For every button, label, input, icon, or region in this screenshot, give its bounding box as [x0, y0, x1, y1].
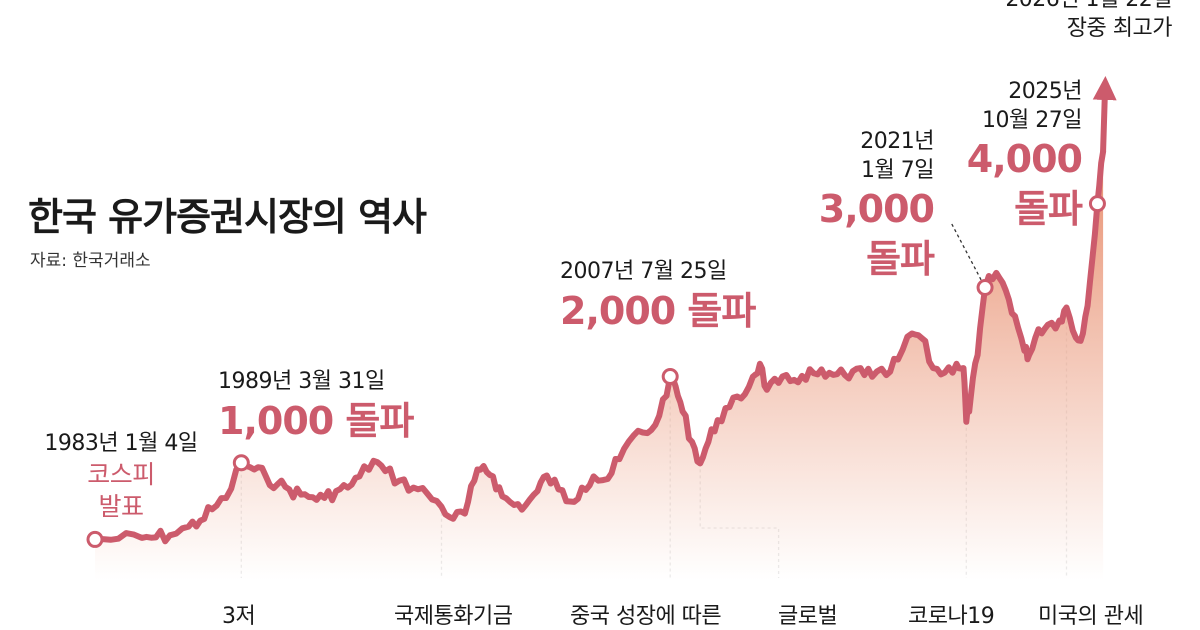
- annotation-4000-date2: 10월 27일: [982, 107, 1082, 133]
- annotation-1000-date: 1989년 3월 31일: [218, 369, 385, 394]
- milestone-marker-launch: [86, 530, 104, 548]
- annotation-launch-line1: 코스피: [87, 459, 155, 489]
- event-label-china: 중국 성장에 따른: [570, 604, 722, 629]
- annotation-3000-date1: 2021년: [860, 129, 934, 154]
- chart-title: 한국 유가증권시장의 역사: [28, 195, 427, 239]
- annotation-1000-value: 1,000 돌파: [218, 398, 414, 443]
- annotation-launch-date: 1983년 1월 4일: [44, 431, 198, 456]
- annotation-1000: 1989년 3월 31일 1,000 돌파: [218, 368, 414, 446]
- annotation-3000-date2: 1월 7일: [861, 157, 934, 183]
- milestone-marker-k3000: [976, 279, 994, 297]
- milestone-marker-k4000: [1088, 195, 1106, 213]
- event-label-covid: 코로나19: [908, 604, 995, 629]
- index-area: [95, 151, 1104, 580]
- annotation-3000-value1: 3,000: [818, 187, 935, 232]
- annotation-peak-line2: 장중 최고가: [1066, 15, 1173, 41]
- annotation-4000: 2025년 10월 27일 4,000 돌파: [952, 78, 1083, 234]
- annotation-4000-value1: 4,000: [966, 137, 1083, 182]
- annotation-3000-value2: 돌파: [866, 236, 935, 281]
- annotation-launch: 1983년 1월 4일 코스피 발표: [26, 430, 216, 524]
- milestone-markers: [86, 195, 1106, 548]
- peak-arrow: [1092, 76, 1117, 152]
- annotation-2000-date: 2007년 7월 25일: [560, 259, 727, 284]
- annotation-peak-line1: 2026년 1월 22일: [960, 0, 1172, 15]
- annotation-launch-line2: 발표: [98, 492, 144, 522]
- event-label-tariff: 미국의 관세: [1038, 604, 1144, 629]
- event-label-imf: 국제통화기금: [394, 604, 513, 629]
- annotation-peak: 2026년 1월 22일 장중 최고가: [960, 0, 1172, 43]
- annotation-4000-date1: 2025년: [1008, 79, 1082, 104]
- milestone-marker-k2000: [661, 367, 679, 385]
- chart-source: 자료: 한국거래소: [30, 251, 151, 271]
- annotation-2000: 2007년 7월 25일 2,000 돌파: [560, 258, 756, 336]
- event-label-global: 글로벌: [778, 604, 838, 629]
- annotation-4000-value2: 돌파: [1014, 186, 1083, 231]
- milestone-marker-k1000: [232, 454, 250, 472]
- annotation-3000: 2021년 1월 7일 3,000 돌파: [800, 128, 935, 284]
- annotation-2000-value: 2,000 돌파: [560, 288, 756, 333]
- event-label-3jeo: 3저: [222, 604, 256, 629]
